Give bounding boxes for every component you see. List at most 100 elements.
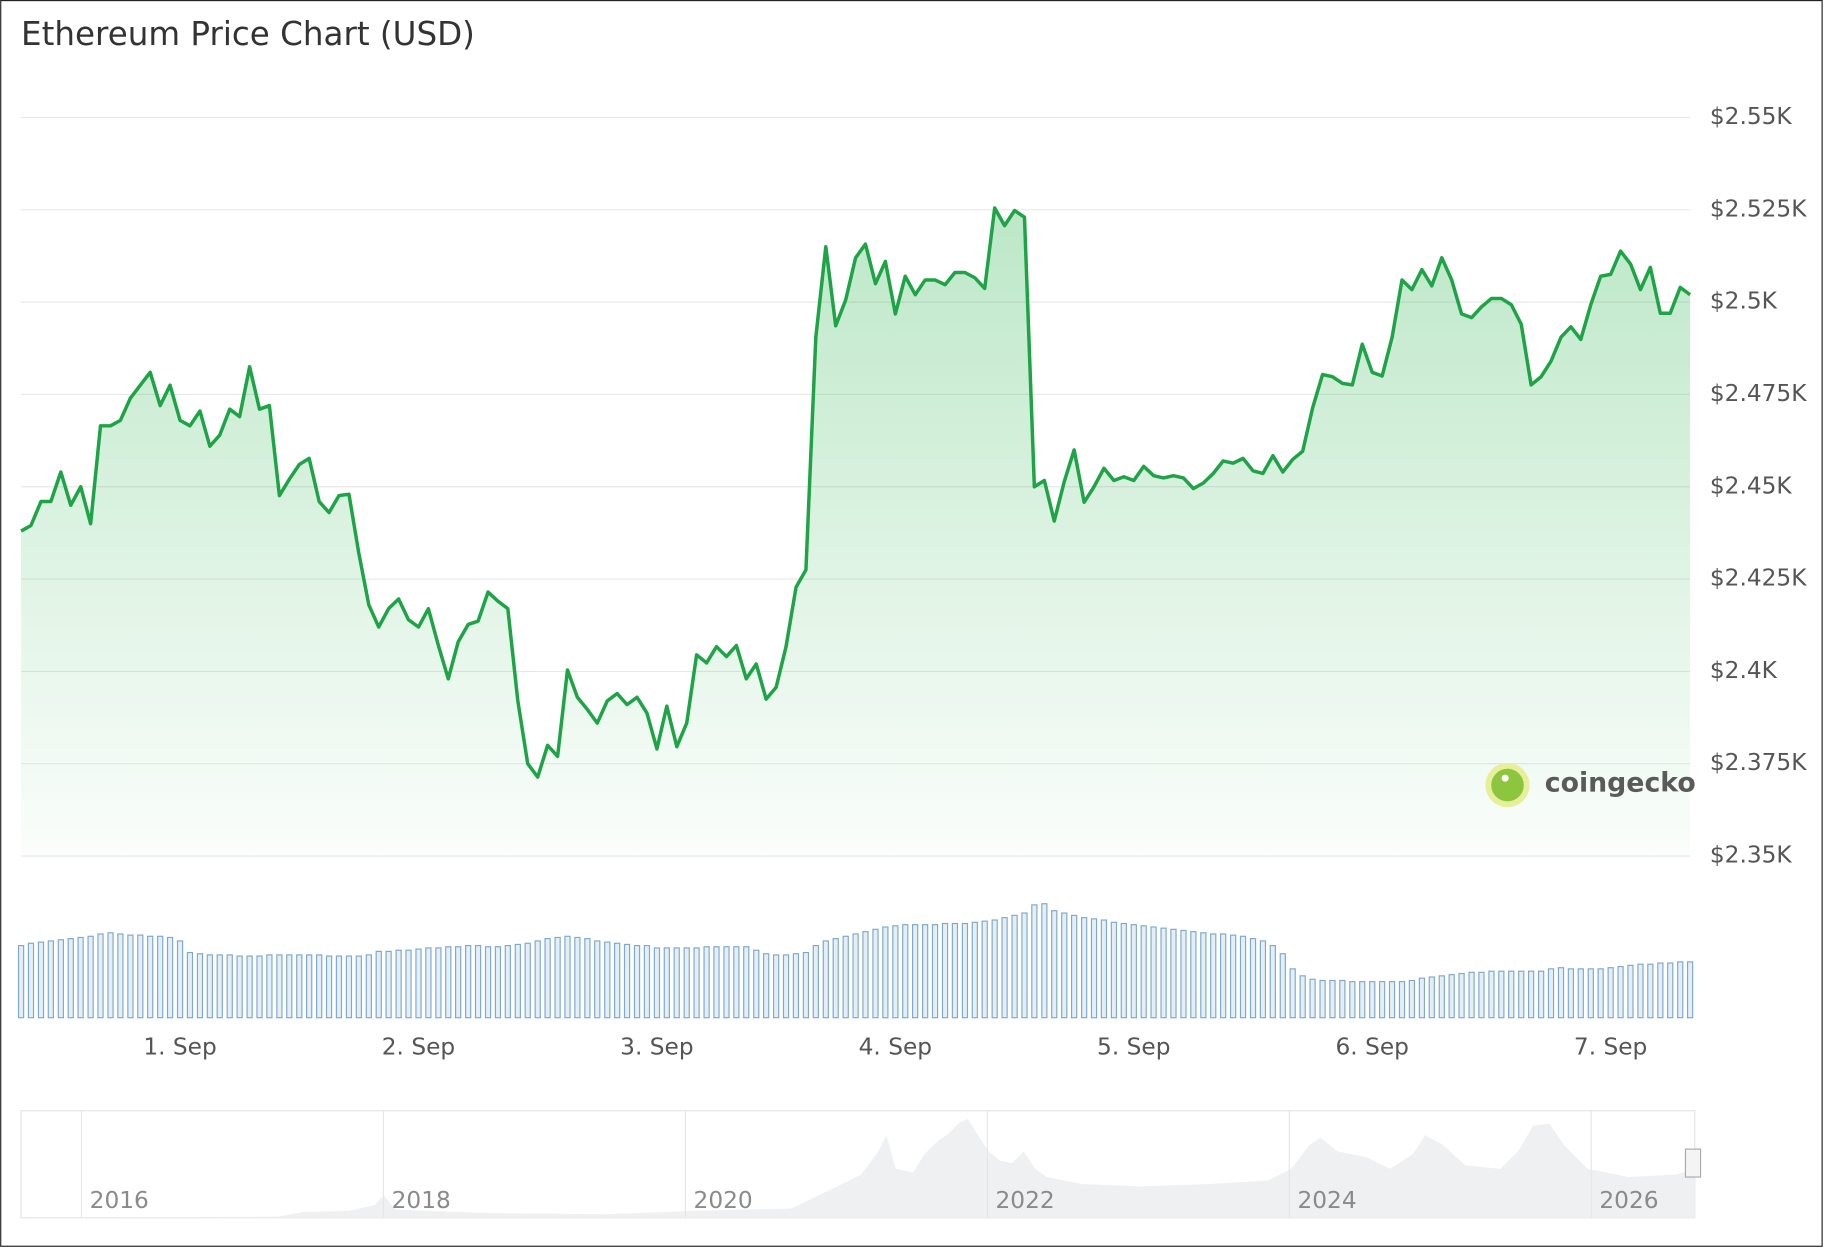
volume-bar bbox=[1001, 917, 1008, 1019]
volume-bar bbox=[1170, 928, 1177, 1019]
chart-title: Ethereum Price Chart (USD) bbox=[21, 15, 475, 53]
volume-bar bbox=[981, 920, 988, 1019]
volume-bar bbox=[1080, 917, 1088, 1019]
volume-bar bbox=[1369, 981, 1376, 1019]
volume-bar bbox=[1557, 967, 1565, 1019]
area bbox=[21, 207, 1691, 857]
volume-bar bbox=[176, 940, 184, 1019]
volume-bar bbox=[1239, 935, 1247, 1019]
volume-bar bbox=[296, 954, 303, 1019]
volume-bar bbox=[455, 946, 462, 1019]
y-tick-label: $2.55K bbox=[1710, 103, 1793, 130]
volume-bar bbox=[97, 933, 104, 1019]
volume-bar bbox=[1289, 968, 1296, 1019]
volume-bar bbox=[1418, 977, 1426, 1019]
volume-bars bbox=[17, 903, 1694, 1019]
navigator-handle bbox=[1684, 1148, 1702, 1178]
volume-bar bbox=[1438, 975, 1445, 1019]
volume-bar bbox=[1190, 931, 1197, 1019]
volume-bar bbox=[246, 955, 253, 1019]
volume-bar bbox=[276, 954, 283, 1019]
volume-bar bbox=[57, 939, 64, 1019]
volume-bar bbox=[137, 934, 144, 1019]
volume-bar bbox=[266, 954, 273, 1019]
volume-bar bbox=[87, 935, 94, 1019]
navigator-label: 2026 bbox=[1599, 1187, 1658, 1214]
volume-bar bbox=[504, 945, 511, 1019]
navigator-label: 2020 bbox=[694, 1187, 753, 1214]
volume-bar bbox=[1597, 968, 1604, 1019]
volume-bar bbox=[773, 954, 780, 1019]
volume-bar bbox=[1319, 979, 1326, 1019]
volume-bar bbox=[216, 954, 223, 1019]
volume-bar bbox=[1140, 925, 1147, 1019]
volume-bar bbox=[792, 953, 800, 1019]
volume-bar bbox=[435, 947, 442, 1019]
volume-bar bbox=[256, 955, 263, 1019]
logo-eye bbox=[1501, 774, 1509, 782]
volume-bar bbox=[514, 943, 521, 1019]
volume-bar bbox=[494, 946, 502, 1019]
volume-bar bbox=[1458, 972, 1465, 1019]
volume-bar bbox=[405, 949, 412, 1019]
volume-bar bbox=[166, 936, 174, 1019]
volume-bar bbox=[812, 945, 819, 1019]
volume-bar bbox=[117, 933, 124, 1019]
volume-bar bbox=[1279, 953, 1286, 1019]
volume-bar bbox=[1160, 927, 1167, 1019]
volume-bar bbox=[1468, 971, 1475, 1019]
volume-bar bbox=[27, 942, 35, 1019]
volume-bar bbox=[1388, 981, 1396, 1019]
volume-bar bbox=[902, 924, 909, 1019]
volume-bar bbox=[623, 943, 631, 1019]
volume-bar bbox=[1210, 933, 1217, 1019]
volume-bar bbox=[922, 924, 929, 1019]
volume-bar bbox=[584, 938, 591, 1019]
volume-bar bbox=[961, 922, 969, 1019]
volume-bar bbox=[345, 955, 353, 1019]
y-tick-label: $2.35K bbox=[1710, 842, 1793, 869]
volume-bar bbox=[1359, 981, 1366, 1019]
volume-bar bbox=[683, 947, 690, 1019]
volume-bar bbox=[524, 942, 531, 1019]
plot bbox=[20, 206, 1692, 857]
watermark-text: coingecko bbox=[1545, 767, 1696, 798]
volume-bar bbox=[484, 946, 492, 1019]
volume-bar bbox=[1657, 962, 1664, 1019]
volume-bar bbox=[1518, 970, 1525, 1019]
volume-bar bbox=[544, 938, 551, 1019]
volume-bar bbox=[534, 940, 541, 1019]
volume-bar bbox=[1478, 971, 1485, 1019]
volume-bar bbox=[1031, 904, 1038, 1019]
volume-bar bbox=[474, 945, 482, 1019]
volume-bar bbox=[1408, 979, 1416, 1019]
volume-bar bbox=[1180, 929, 1187, 1019]
volume-bar bbox=[127, 934, 134, 1019]
y-tick-label: $2.375K bbox=[1710, 749, 1807, 776]
volume-bar bbox=[1011, 914, 1018, 1019]
volume-bar bbox=[1309, 978, 1316, 1019]
navigator-label: 2022 bbox=[996, 1187, 1055, 1214]
x-tick-label: 7. Sep bbox=[1574, 1033, 1647, 1060]
volume-bar bbox=[1677, 961, 1684, 1019]
volume-bar bbox=[1637, 963, 1644, 1019]
volume-bar bbox=[1110, 921, 1118, 1019]
volume-bar bbox=[892, 925, 899, 1019]
volume-bar bbox=[107, 932, 114, 1019]
volume-bar bbox=[782, 954, 790, 1019]
volume-bar bbox=[425, 947, 432, 1019]
navigator-area bbox=[21, 1118, 1695, 1218]
y-tick-label: $2.525K bbox=[1710, 195, 1807, 222]
volume-bar bbox=[1378, 981, 1386, 1019]
volume-bar bbox=[614, 942, 621, 1019]
logo bbox=[1491, 768, 1524, 802]
volume-bar bbox=[445, 946, 452, 1019]
volume-bar bbox=[743, 946, 750, 1019]
volume-bar bbox=[604, 941, 611, 1019]
y-tick-label: $2.4K bbox=[1710, 657, 1778, 684]
volume-bar bbox=[1398, 981, 1406, 1019]
volume-bar bbox=[882, 926, 889, 1019]
volume-bar bbox=[713, 946, 720, 1019]
volume-bar bbox=[1021, 912, 1028, 1019]
